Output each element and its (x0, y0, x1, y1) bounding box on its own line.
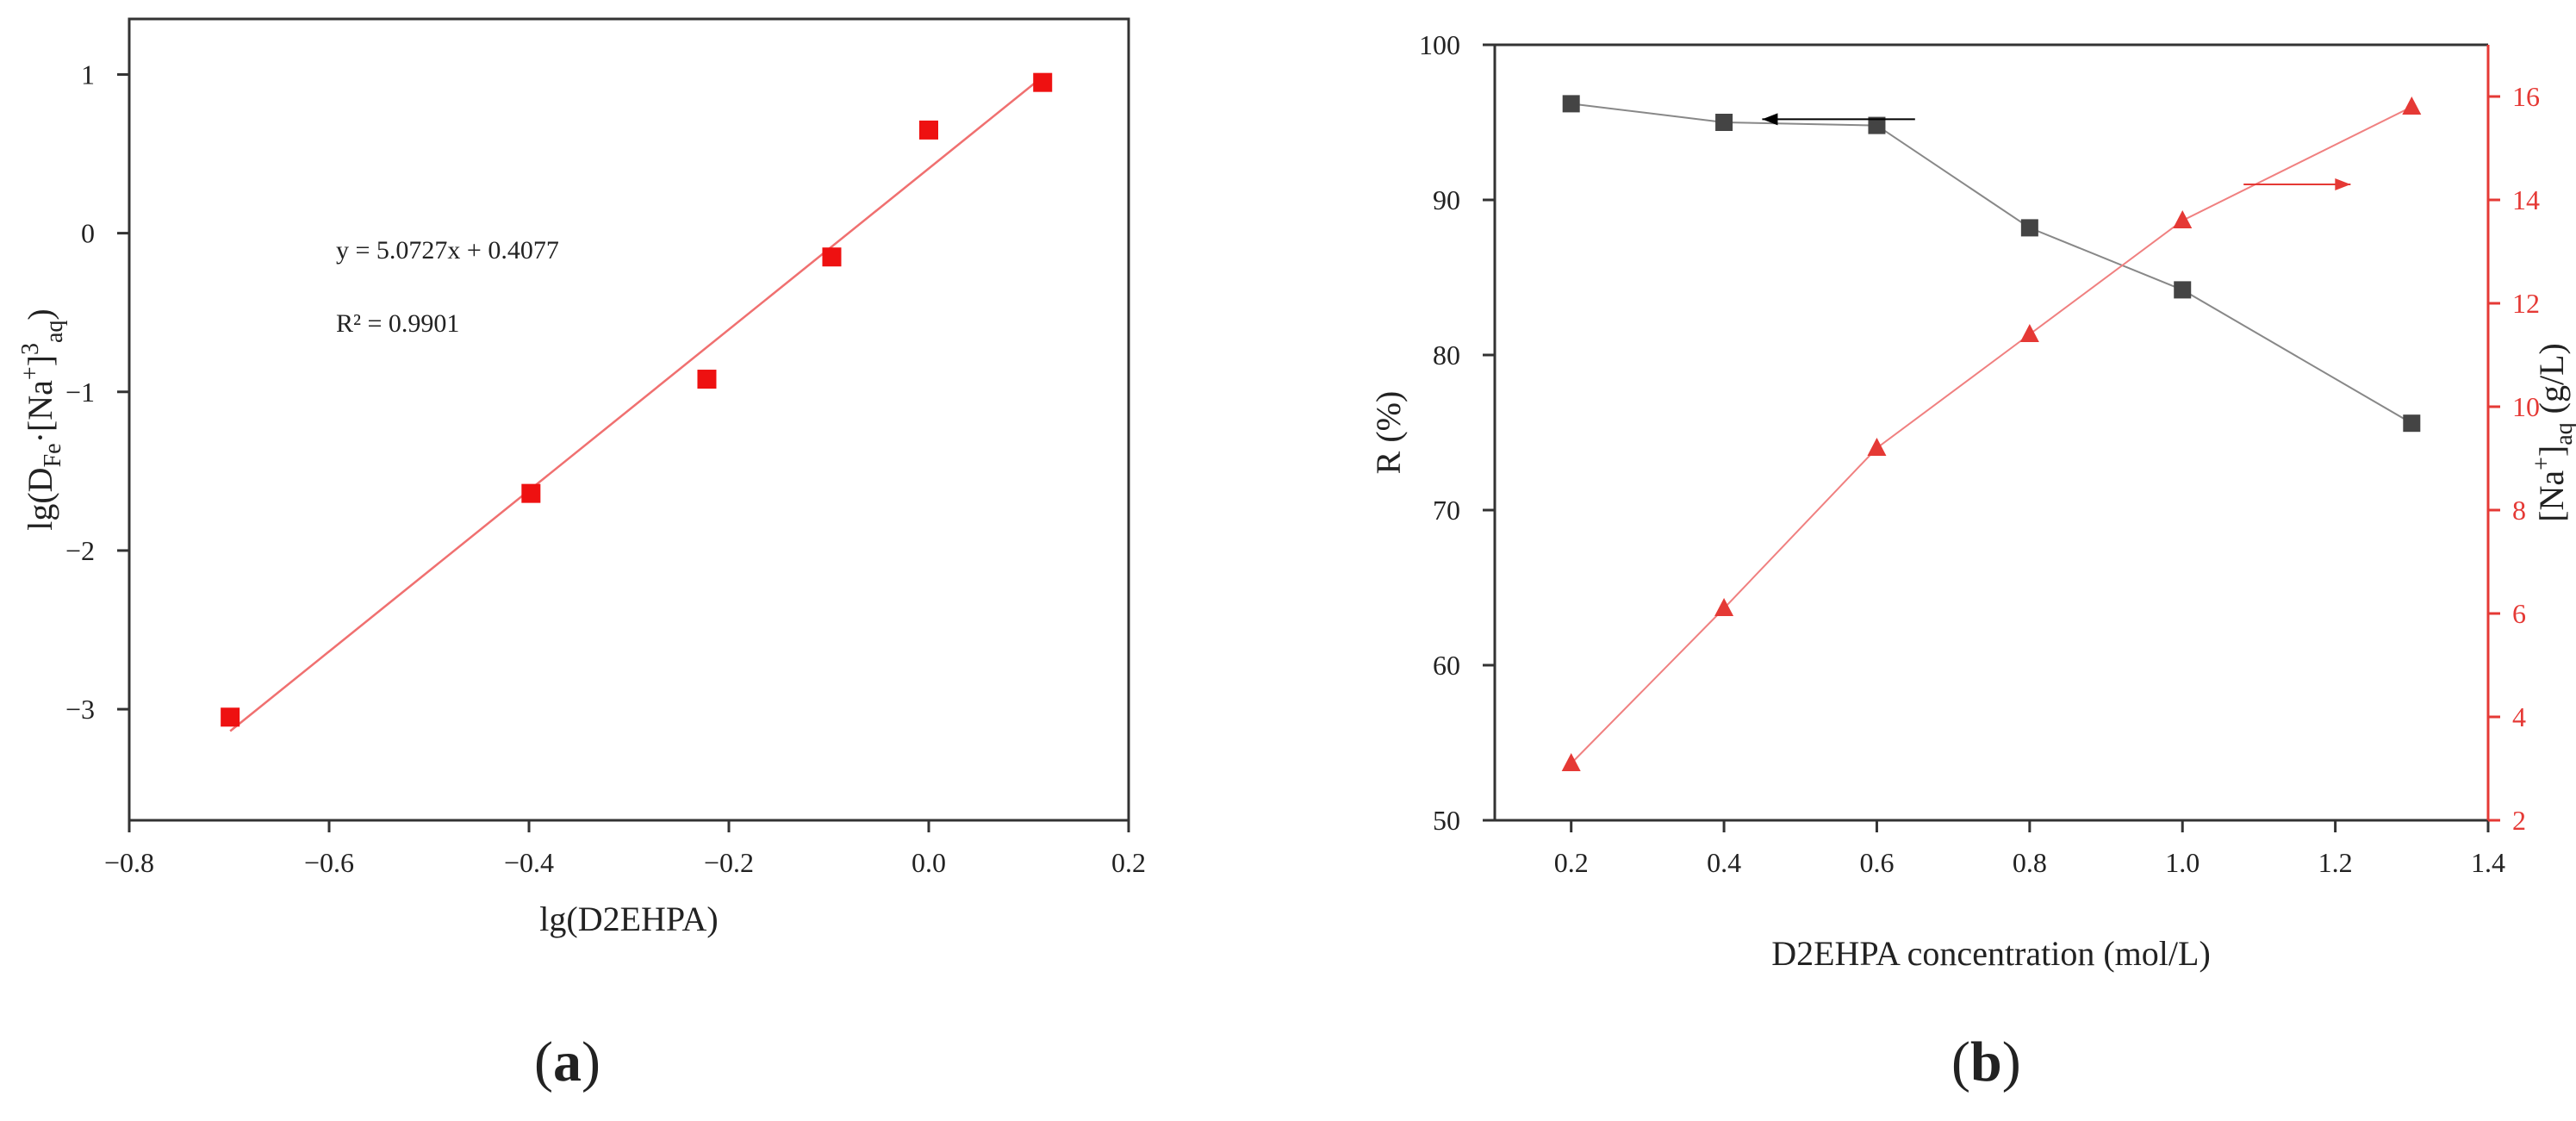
chart-a: −0.8 −0.6 −0.4 −0.2 0.0 0.2 −3 −2 −1 0 1 y = 5.07… (17, 17, 1146, 938)
chart-b-arrow-head (1762, 113, 1778, 126)
chart-b-right-y-ticks: 2 4 6 8 10 12 14 16 (2488, 81, 2540, 836)
chart-b-right-y-tick-label: 14 (2512, 184, 2540, 215)
chart-a-x-tick-label: −0.8 (104, 847, 154, 878)
chart-b-left-y-tick-label: 80 (1433, 339, 1460, 371)
chart-b-left-y-ticks: 50 60 70 80 90 100 (1419, 29, 1495, 836)
chart-b-x-tick-label: 0.2 (1554, 847, 1589, 878)
chart-b-x-ticks: 0.2 0.4 0.6 0.8 1.0 1.2 1.4 (1554, 820, 2505, 878)
chart-a-y-tick-label: −1 (65, 377, 95, 408)
chart-b-series (1561, 95, 2422, 771)
chart-a-x-tick-label: −0.4 (504, 847, 554, 878)
chart-b-data-point-triangle (2402, 97, 2422, 115)
chart-a-data-point (697, 370, 717, 389)
chart-a-data-point (1033, 72, 1053, 92)
chart-a-equation: y = 5.0727x + 0.4077 (336, 236, 559, 265)
chart-b-x-tick-label: 0.8 (2013, 847, 2047, 878)
chart-b-data-point-square (2403, 414, 2421, 433)
chart-a-fit-line (229, 76, 1044, 732)
chart-b-data-point-triangle (2019, 324, 2039, 342)
panel-label-b-letter: b (1969, 1031, 2002, 1093)
chart-b-right-y-tick-label: 12 (2512, 288, 2540, 319)
chart-a-x-tick-label: −0.2 (704, 847, 754, 878)
chart-b-data-point-triangle (1867, 438, 1887, 456)
chart-b-x-tick-label: 0.6 (1859, 847, 1894, 878)
panel-label-b: (b) (1951, 1030, 2021, 1095)
chart-b-x-tick-label: 1.0 (2165, 847, 2200, 878)
chart-b-data-point-square (1562, 95, 1580, 113)
chart-b-x-tick-label: 0.4 (1707, 847, 1741, 878)
chart-b-left-y-tick-label: 90 (1433, 184, 1460, 215)
chart-a-x-axis-label: lg(D2EHPA) (539, 900, 718, 938)
chart-b-series-line (1570, 106, 2412, 764)
chart-b-arrows (1762, 113, 2351, 190)
chart-a-y-tick-label: 0 (81, 218, 95, 249)
chart-b-data-point-triangle (1714, 598, 1734, 616)
chart-a-y-tick-label: −3 (65, 694, 95, 725)
chart-b-data-point-square (1715, 114, 1733, 131)
chart-b-data-point-square (2174, 281, 2192, 299)
chart-b-x-tick-label: 1.2 (2318, 847, 2353, 878)
chart-b-left-y-tick-label: 100 (1419, 29, 1460, 60)
chart-b-data-point-triangle (1561, 753, 1581, 771)
chart-b-arrow-head (2335, 178, 2351, 190)
chart-b-data-point-square (1868, 116, 1886, 134)
chart-a-y-ticks: −3 −2 −1 0 1 (65, 59, 129, 725)
chart-a-data-point (221, 707, 240, 727)
chart-a-plot-frame (128, 17, 1130, 822)
chart-b-series-line (1571, 103, 2412, 425)
chart-a-y-tick-label: 1 (81, 59, 95, 90)
chart-a-y-axis-label: lg(DFe·[Na+]3aq) (17, 308, 68, 531)
chart-a-data-point (521, 483, 541, 503)
chart-b: 0.2 0.4 0.6 0.8 1.0 1.2 1.4 50 60 70 80 90 100 2 4 6 8… (1369, 29, 2576, 973)
panel-label-a-letter: a (552, 1031, 582, 1093)
chart-b-right-y-tick-label: 8 (2512, 495, 2526, 526)
chart-b-right-y-tick-label: 16 (2512, 81, 2540, 112)
panel-label-a-close: ) (581, 1031, 600, 1093)
panel-label-a: (a) (534, 1030, 600, 1095)
chart-b-left-y-axis-label: R (%) (1369, 391, 1408, 475)
chart-a-data-point (822, 247, 842, 267)
chart-a-x-ticks: −0.8 −0.6 −0.4 −0.2 0.0 0.2 (104, 820, 1146, 878)
chart-b-left-y-tick-label: 50 (1433, 805, 1460, 836)
chart-b-right-y-axis-label: [Na+]aq (g/L) (2529, 343, 2576, 522)
panel-label-b-open: ( (1951, 1031, 1970, 1093)
chart-a-x-tick-label: 0.2 (1111, 847, 1146, 878)
chart-b-data-point-triangle (2173, 210, 2193, 228)
chart-a-x-tick-label: 0.0 (912, 847, 946, 878)
chart-a-points (221, 72, 1053, 727)
chart-b-x-tick-label: 1.4 (2471, 847, 2505, 878)
chart-a-x-tick-label: −0.6 (304, 847, 354, 878)
panel-label-a-open: ( (534, 1031, 553, 1093)
chart-a-data-point (919, 120, 938, 140)
panel-label-b-close: ) (2001, 1031, 2021, 1093)
chart-a-fit-line-group (229, 76, 1044, 732)
chart-b-right-y-tick-label: 2 (2512, 805, 2526, 836)
chart-b-right-y-tick-label: 10 (2512, 391, 2540, 422)
chart-b-left-y-tick-label: 60 (1433, 650, 1460, 681)
chart-b-x-axis-label: D2EHPA concentration (mol/L) (1771, 934, 2211, 973)
chart-b-right-y-tick-label: 4 (2512, 701, 2526, 732)
chart-a-y-tick-label: −2 (65, 535, 95, 566)
chart-b-data-point-square (2020, 219, 2038, 237)
chart-b-right-y-tick-label: 6 (2512, 598, 2526, 629)
chart-b-left-y-tick-label: 70 (1433, 495, 1460, 526)
chart-a-r-squared: R² = 0.9901 (336, 309, 459, 338)
